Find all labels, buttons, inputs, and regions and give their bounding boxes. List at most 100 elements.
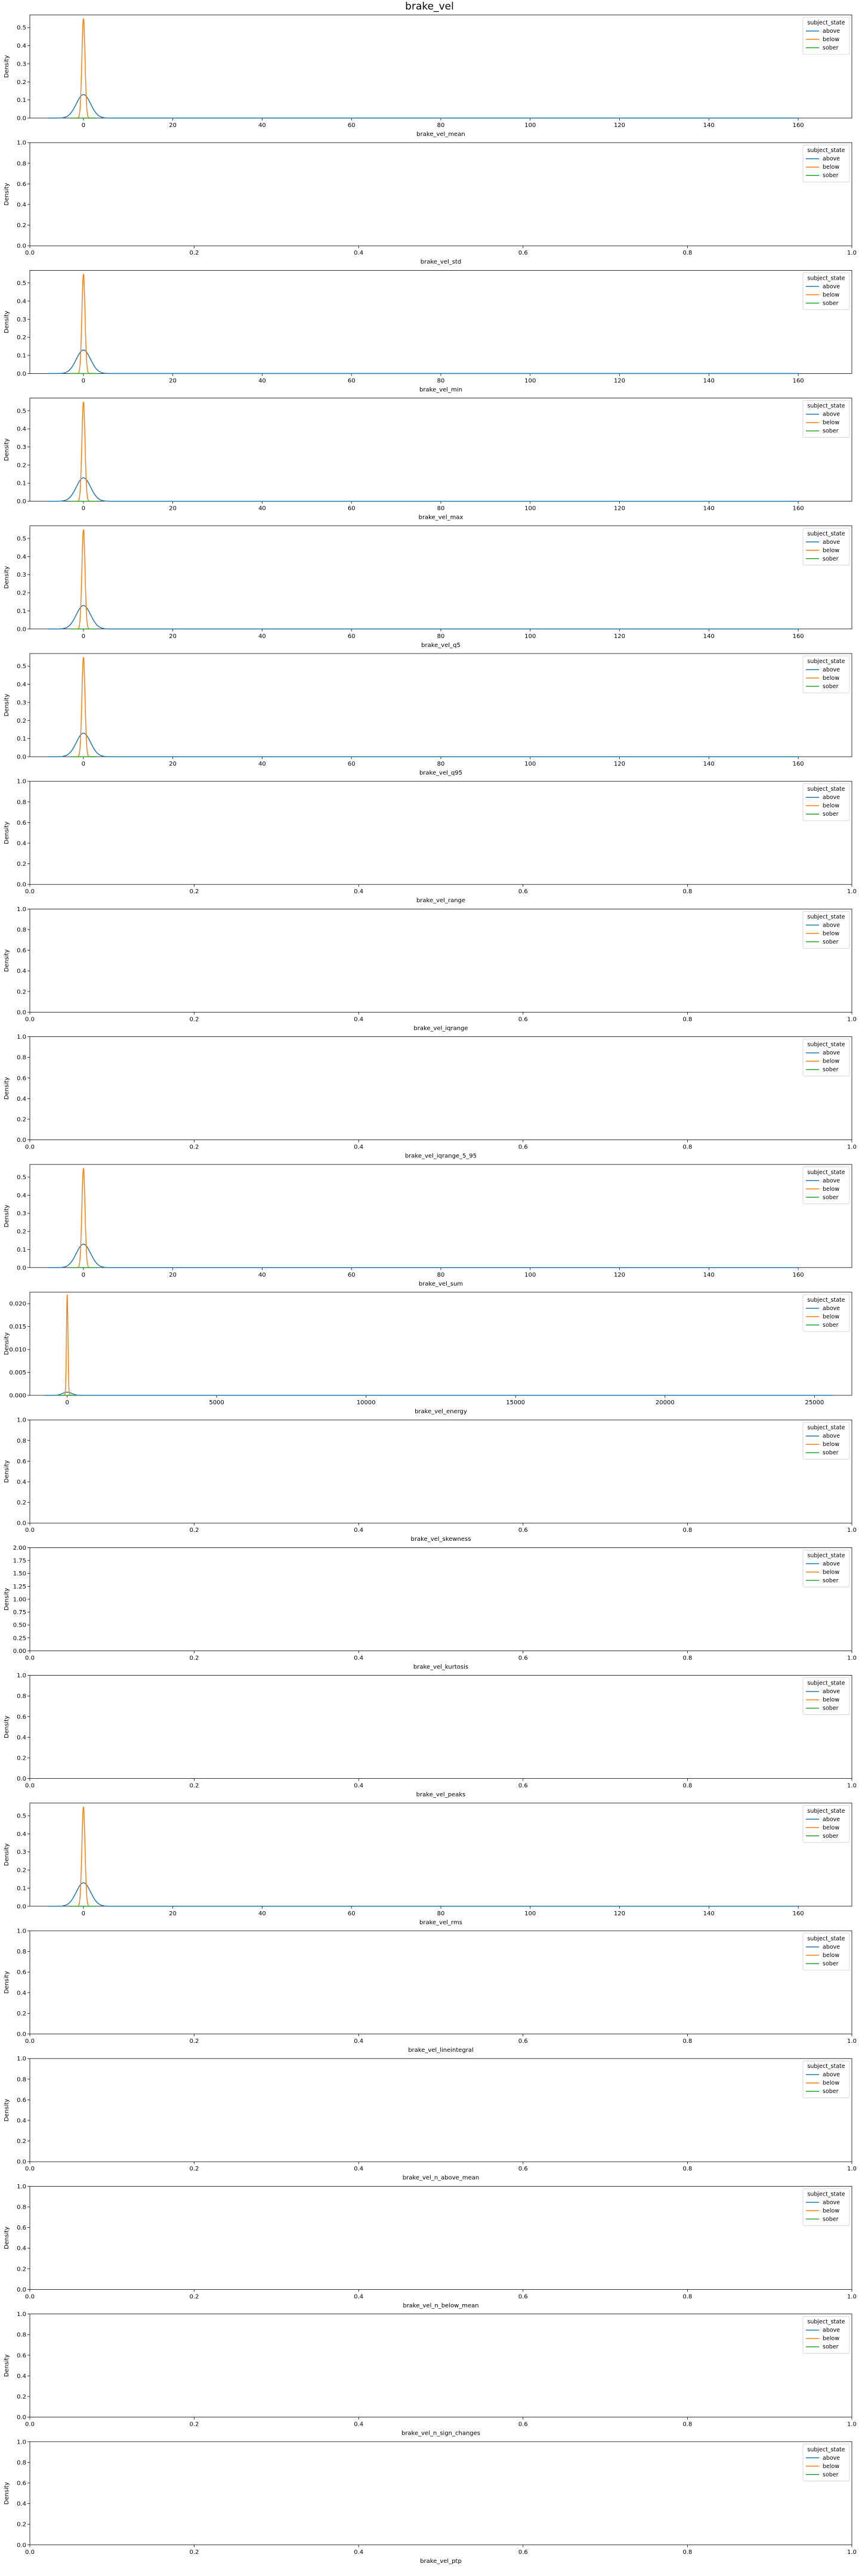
x-axis-label: brake_vel_range: [416, 897, 465, 904]
y-axis-label: Density: [4, 438, 10, 461]
legend-label-above: above: [823, 156, 840, 162]
y-tick-label: 0.4: [17, 298, 26, 305]
legend-label-above: above: [823, 283, 840, 290]
x-tick-label: 0.8: [682, 888, 692, 895]
y-tick-label: 0.2: [17, 462, 26, 469]
x-tick-label: 80: [437, 1911, 445, 1917]
y-tick-label: 0.000: [9, 1393, 26, 1400]
x-tick-label: 100: [524, 633, 536, 640]
x-tick-label: 0.0: [25, 2166, 35, 2172]
x-tick-label: 140: [703, 122, 715, 129]
x-tick-label: 140: [703, 633, 715, 640]
legend-label-sober: sober: [823, 2216, 839, 2222]
x-tick-label: 0.8: [682, 2422, 692, 2428]
y-tick-label: 0.2: [17, 1229, 26, 1236]
x-tick-label: 60: [348, 633, 356, 640]
x-tick-label: 0.6: [518, 250, 528, 256]
y-tick-label: 0.0: [17, 2287, 26, 2293]
legend-title: subject_state: [807, 403, 845, 410]
legend-box: [802, 2188, 850, 2226]
legend-title: subject_state: [807, 275, 845, 281]
x-axis-label: brake_vel_ptp: [420, 2558, 462, 2565]
x-tick-label: 0.8: [682, 250, 692, 256]
x-axis-label: brake_vel_mean: [416, 131, 465, 138]
y-tick-label: 0.2: [17, 2394, 26, 2401]
y-tick-label: 0.0: [17, 882, 26, 888]
y-tick-label: 1.00: [13, 1596, 26, 1603]
axes-frame: [29, 2441, 852, 2546]
axes-frame: [29, 398, 852, 501]
x-tick-label: 120: [614, 377, 625, 384]
x-tick-label: 0.0: [25, 1527, 35, 1534]
axes-frame: [29, 525, 852, 630]
y-tick-label: 0.0: [17, 2542, 26, 2549]
legend-label-above: above: [823, 794, 840, 801]
y-tick-label: 0.0: [17, 1903, 26, 1910]
legend-box: [802, 655, 850, 693]
x-tick-label: 0.2: [190, 250, 199, 256]
y-axis-label: Density: [4, 2354, 10, 2377]
y-tick-label: 0.4: [17, 1831, 26, 1838]
x-tick-label: 60: [348, 1911, 356, 1917]
legend-label-below: below: [823, 420, 839, 426]
x-tick-label: 0.6: [518, 1783, 528, 1789]
x-tick-label: 0.8: [682, 2166, 692, 2172]
legend-title: subject_state: [807, 1297, 845, 1304]
axes-frame: [29, 2185, 852, 2290]
legend-label-sober: sober: [823, 2088, 839, 2095]
x-tick-label: 160: [793, 506, 804, 512]
y-tick-label: 0.010: [9, 1347, 26, 1354]
x-tick-label: 0.2: [190, 888, 199, 895]
y-tick-label: 0.50: [13, 1623, 26, 1629]
axes-frame: [29, 2314, 852, 2418]
y-tick-label: 0.2: [17, 222, 26, 229]
x-axis-label: brake_vel_rms: [419, 1919, 462, 1926]
y-tick-label: 1.0: [17, 1417, 26, 1424]
y-tick-label: 0.3: [17, 317, 26, 323]
x-tick-label: 0.6: [518, 1144, 528, 1151]
legend-label-above: above: [823, 1178, 840, 1184]
x-tick-label: 100: [524, 506, 536, 512]
legend-label-sober: sober: [823, 556, 839, 562]
legend-label-below: below: [823, 803, 839, 809]
y-tick-label: 0.6: [17, 2481, 26, 2487]
y-axis-label: Density: [4, 1716, 10, 1738]
legend-title: subject_state: [807, 1552, 845, 1559]
subplot-4: [27, 398, 852, 504]
legend-box: [802, 1039, 850, 1076]
x-tick-label: 0.4: [354, 2549, 363, 2556]
legend-title: subject_state: [807, 1042, 845, 1048]
legend-label-below: below: [823, 1952, 839, 1959]
x-tick-label: 20: [169, 122, 177, 129]
axes-frame: [29, 1547, 852, 1651]
y-tick-label: 0.1: [17, 353, 26, 360]
density-line-below: [75, 657, 95, 757]
x-tick-label: 120: [614, 122, 625, 129]
y-tick-label: 0.0: [17, 2414, 26, 2421]
y-axis-label: Density: [4, 693, 10, 716]
x-tick-label: 0: [82, 506, 85, 512]
x-tick-label: 80: [437, 633, 445, 640]
y-tick-label: 0.0: [17, 626, 26, 633]
y-tick-label: 0.75: [13, 1609, 26, 1616]
y-tick-label: 0.4: [17, 2246, 26, 2252]
y-tick-label: 0.3: [17, 1210, 26, 1217]
y-tick-label: 0.2: [17, 2266, 26, 2272]
y-tick-label: 1.0: [17, 1034, 26, 1041]
subplot-8: [27, 909, 852, 1015]
x-tick-label: 0: [82, 377, 85, 384]
axes-frame: [29, 270, 852, 374]
x-tick-label: 140: [703, 506, 715, 512]
x-tick-label: 0.0: [25, 888, 35, 895]
y-tick-label: 0.4: [17, 1990, 26, 1996]
legend-box: [802, 1805, 850, 1843]
axes-frame: [29, 781, 852, 885]
y-tick-label: 0.6: [17, 1075, 26, 1082]
legend-label-above: above: [823, 922, 840, 928]
legend-label-below: below: [823, 1697, 839, 1704]
legend-label-above: above: [823, 2327, 840, 2334]
y-axis-label: Density: [4, 2099, 10, 2122]
subplot-11: [27, 1292, 852, 1398]
x-tick-label: 100: [524, 1272, 536, 1278]
x-tick-label: 100: [524, 761, 536, 767]
